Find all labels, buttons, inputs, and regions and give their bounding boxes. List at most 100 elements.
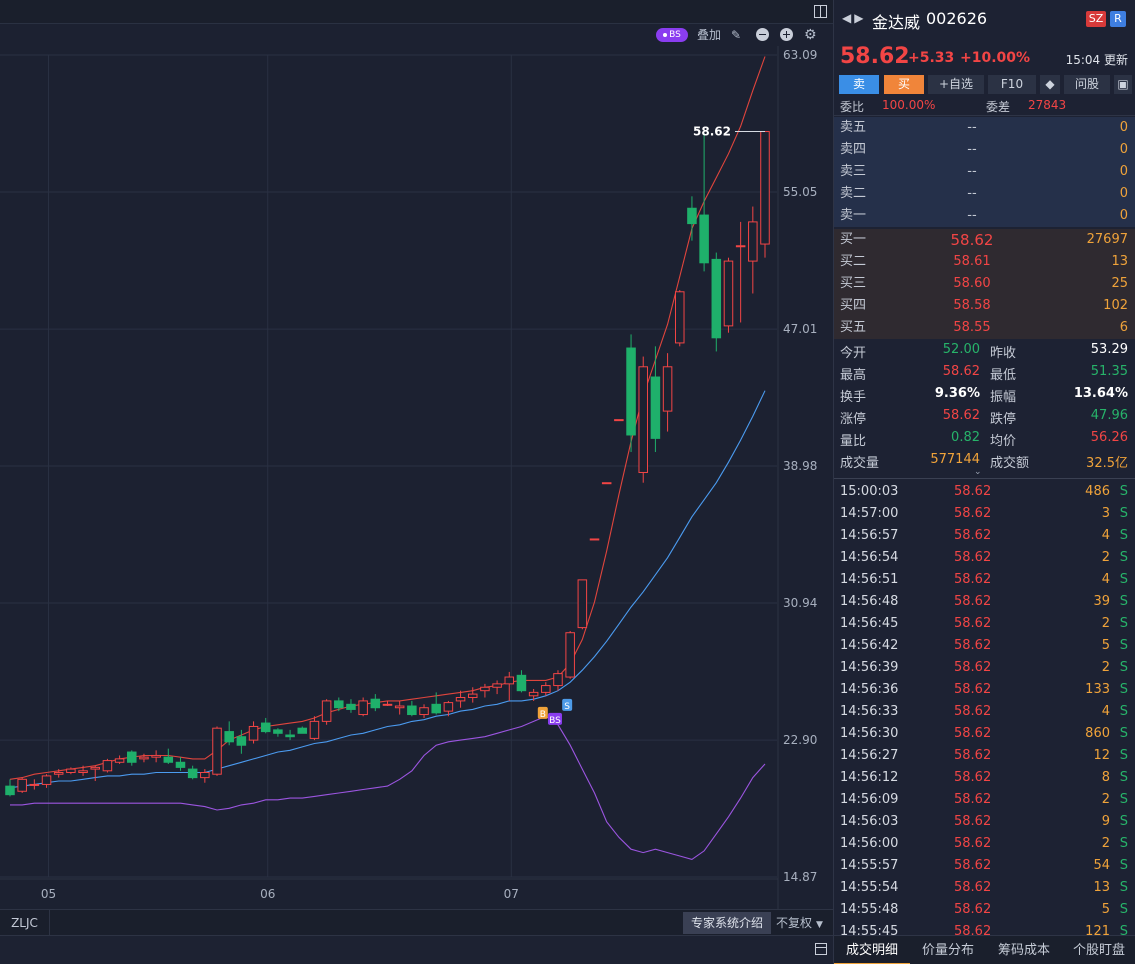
tab-stock-watch[interactable]: 个股盯盘 [1072,943,1125,958]
tab-trade-details[interactable]: 成交明细 [834,936,910,964]
stat-label: 涨停 [840,412,867,427]
panel-layout-icon[interactable]: ▣ [1114,75,1132,94]
trade-price: 58.62 [954,506,992,521]
dropdown-caret-icon: ▼ [816,920,823,930]
bid-volume: 6 [1119,320,1128,335]
stat-prev-close: 昨收 53.29 [990,342,1128,362]
bell-icon[interactable]: ◆ [1040,75,1060,94]
trade-time: 14:56:42 [840,638,899,653]
sell-button[interactable]: 卖 [839,75,879,94]
stat-value: 56.26 [1090,430,1128,445]
candle-body [687,207,697,225]
candle-body [236,736,247,746]
candle-body [139,756,149,760]
expand-chevron-icon[interactable]: ⌄ [974,467,982,477]
ask-row[interactable]: 卖二 -- 0 [834,183,1135,205]
trade-time: 14:56:30 [840,726,899,741]
kline-chart-pane: BS 叠加 ✎ ⚙ 63.09 55.05 47.01 38.98 30.94 22.90… [0,5,833,964]
price-change-percent: +10.00% [960,50,1031,66]
candle-body [516,674,527,692]
stat-value: 52.00 [942,342,980,357]
stat-value: 13.64% [1073,386,1128,401]
mid-band-line [9,390,766,789]
stat-label: 成交额 [990,456,1030,471]
candle-body [480,686,490,692]
trade-price: 58.62 [954,682,992,697]
trade-direction: S [1119,792,1128,807]
candle-body [577,579,588,629]
stat-value: 577144 [930,452,980,467]
trade-price: 58.62 [954,858,992,873]
stat-turnover: 换手 9.36% [840,386,980,406]
ask-label: 卖四 [840,142,867,157]
bid-row[interactable]: 买三 58.60 25 [834,273,1135,295]
trade-time: 15:00:03 [840,484,899,499]
trade-time: 14:56:33 [840,704,899,719]
trade-volume: 860 [1085,726,1110,741]
bid-row[interactable]: 买四 58.58 102 [834,295,1135,317]
bid-volume: 13 [1111,254,1128,269]
trade-volume: 2 [1101,616,1110,631]
trade-direction: S [1119,770,1128,785]
tab-price-volume[interactable]: 价量分布 [921,943,974,958]
zljc-indicator-tab[interactable]: ZLJC [0,910,50,936]
stock-nav-arrows-icon[interactable]: ◀▶ [842,11,867,25]
trade-direction: S [1119,924,1128,939]
trade-row: 14:56:51 58.62 4 S [834,569,1135,591]
ask-row[interactable]: 卖五 -- 0 [834,117,1135,139]
trade-direction: S [1119,880,1128,895]
trade-row: 14:56:42 58.62 5 S [834,635,1135,657]
overlay-button[interactable]: 叠加 [697,28,722,42]
ask-row[interactable]: 卖四 -- 0 [834,139,1135,161]
signal-badge [562,698,573,711]
buy-button[interactable]: 买 [884,75,924,94]
trade-row: 14:56:54 58.62 2 S [834,547,1135,569]
trade-time: 14:56:39 [840,660,899,675]
trade-time: 14:55:54 [840,880,899,895]
y-tick-label: 47.01 [783,322,817,336]
candle-body [565,632,575,678]
bid-price: 58.55 [953,320,991,335]
ask-stock-button[interactable]: 问股 [1064,75,1110,94]
bid-row[interactable]: 买一 58.62 27697 [834,229,1135,251]
ask-row[interactable]: 卖一 -- 0 [834,205,1135,227]
zoom-out-icon[interactable] [756,28,769,41]
trade-price: 58.62 [954,726,992,741]
pencil-icon[interactable]: ✎ [731,28,742,42]
expert-system-button[interactable]: 专家系统介绍 [683,912,771,934]
tab-chip-cost[interactable]: 筹码成本 [997,943,1050,958]
candlestick-chart[interactable]: 63.09 55.05 47.01 38.98 30.94 22.90 14.87 05 06 0… [0,46,833,909]
stat-volume-ratio: 量比 0.82 [840,430,980,450]
trade-time: 14:56:12 [840,770,899,785]
settings-gear-icon[interactable]: ⚙ [804,27,817,43]
action-bar: 卖 买 +自选 F10 ◆ 问股 ▣ [834,74,1135,96]
divider [834,478,1135,479]
zoom-in-icon[interactable] [780,28,793,41]
stat-open: 今开 52.00 [840,342,980,362]
trade-direction: S [1119,836,1128,851]
stat-label: 量比 [840,434,867,449]
panel-toggle-icon[interactable] [815,943,827,955]
add-watchlist-button[interactable]: +自选 [928,75,984,94]
weibi-value: 100.00% [882,98,936,112]
candle-body [297,727,308,734]
trade-direction: S [1119,484,1128,499]
adjustment-select[interactable]: 不复权 ▼ [776,910,832,936]
layout-toggle-icon[interactable] [814,5,827,18]
bid-volume: 25 [1111,276,1128,291]
candle-body [407,705,417,716]
chart-footer [0,935,833,964]
weicha-value: 27843 [1028,98,1067,112]
candle-body [443,702,454,712]
f10-button[interactable]: F10 [988,75,1036,94]
trade-price: 58.62 [954,484,992,499]
ask-row[interactable]: 卖三 -- 0 [834,161,1135,183]
candle-body [114,758,125,763]
candle-body [175,761,186,768]
trade-row: 14:56:27 58.62 12 S [834,745,1135,767]
bid-row[interactable]: 买二 58.61 13 [834,251,1135,273]
bid-row[interactable]: 买五 58.55 6 [834,317,1135,339]
bs-signal-toggle[interactable]: BS [656,28,688,42]
stat-amount: 成交额 32.5亿 [990,452,1128,472]
y-tick-label: 14.87 [783,870,817,884]
